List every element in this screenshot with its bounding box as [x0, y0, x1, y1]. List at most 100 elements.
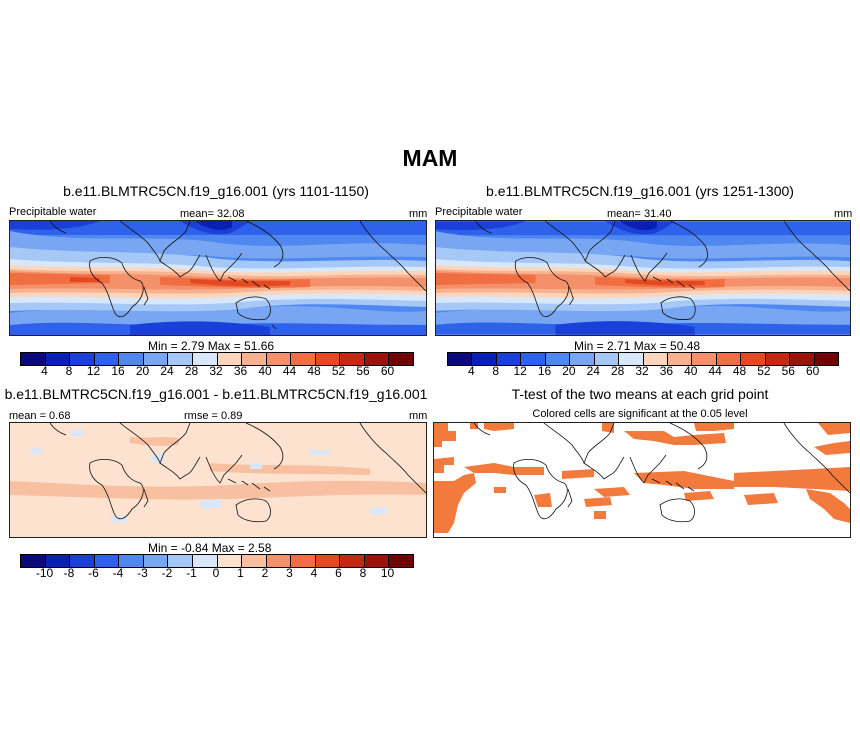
panel2-mean-label: mean= 31.40	[607, 208, 672, 220]
colorbar-swatch	[266, 555, 292, 567]
colorbar-swatch	[192, 555, 218, 567]
colorbar-tick-label: 1	[237, 566, 244, 580]
colorbar-swatch	[168, 353, 193, 365]
colorbar-tick-label: 60	[380, 364, 395, 378]
colorbar-swatch	[192, 353, 218, 365]
colorbar-swatch	[716, 353, 742, 365]
colorbar-tick-label: 3	[286, 566, 293, 580]
panel2-title: b.e11.BLMTRC5CN.f19_g16.001 (yrs 1251-13…	[486, 183, 794, 199]
coastlines	[475, 221, 850, 320]
colorbar-swatch	[119, 555, 144, 567]
colorbar-swatch	[217, 353, 243, 365]
colorbar-abs-top-left-ticks: 4 8 12 16 20 24 28 32 36 40 44 48 52 56 60	[20, 364, 412, 380]
colorbar-tick-label: 4	[310, 566, 318, 580]
colorbar-swatch	[570, 353, 595, 365]
coastlines	[49, 221, 426, 330]
panel2-map-svg	[436, 221, 850, 335]
colorbar-abs-top-right	[447, 352, 839, 366]
colorbar-tick-label: 48	[307, 364, 321, 378]
panel1-title: b.e11.BLMTRC5CN.f19_g16.001 (yrs 1101-11…	[63, 183, 369, 199]
precip-water-field	[436, 221, 850, 335]
colorbar-swatch	[70, 555, 95, 567]
colorbar-swatch	[217, 555, 243, 567]
colorbar-swatch	[741, 353, 766, 365]
panel3-units: mm	[409, 410, 428, 422]
colorbar-swatch	[315, 353, 341, 365]
colorbar-tick-label: 40	[258, 364, 272, 378]
colorbar-swatch	[692, 353, 717, 365]
colorbar-tick-label: -1	[186, 566, 197, 580]
colorbar-swatch	[242, 555, 267, 567]
colorbar-tick-label: 28	[184, 364, 199, 378]
colorbar-swatch	[389, 555, 413, 567]
colorbar-swatch	[594, 353, 620, 365]
colorbar-tick-label: 24	[160, 364, 174, 378]
colorbar-tick-label: 2	[261, 566, 269, 580]
colorbar-swatch	[472, 353, 497, 365]
colorbar-swatch	[119, 353, 144, 365]
colorbar-abs-top-right-ticks: 4 8 12 16 20 24 28 32 36 40 44 48 52 56 60	[447, 364, 837, 380]
colorbar-tick-label: -8	[63, 566, 75, 580]
colorbar-swatch	[94, 353, 120, 365]
colorbar-swatch	[340, 353, 365, 365]
difference-field	[10, 423, 426, 537]
colorbar-swatch	[21, 555, 46, 567]
colorbar-tick-label: 56	[356, 364, 370, 378]
colorbar-swatch	[315, 555, 341, 567]
colorbar-tick-label: 36	[659, 364, 674, 378]
colorbar-tick-label: 4	[41, 364, 48, 378]
colorbar-swatch	[143, 555, 169, 567]
colorbar-swatch	[448, 353, 473, 365]
colorbar-tick-label: 52	[331, 364, 346, 378]
panel1-map-svg	[10, 221, 426, 335]
panel2-units: mm	[834, 208, 853, 220]
colorbar-swatch	[291, 555, 316, 567]
colorbar-tick-label: -2	[161, 566, 173, 580]
panel4-map-svg	[434, 423, 850, 533]
colorbar-tick-label: 0	[212, 566, 220, 580]
panel3-mean-label: mean = 0.68	[9, 410, 71, 422]
colorbar-swatch	[143, 353, 169, 365]
colorbar-swatch	[389, 353, 413, 365]
colorbar-swatch	[266, 353, 292, 365]
colorbar-tick-label: 40	[684, 364, 698, 378]
colorbar-tick-label: 6	[335, 566, 342, 580]
panel1-mean-label: mean= 32.08	[180, 208, 245, 220]
colorbar-swatch	[45, 353, 71, 365]
panel3-map	[9, 422, 427, 538]
figure-title: MAM	[402, 145, 458, 171]
colorbar-tick-label: 8	[65, 364, 73, 378]
colorbar-swatch	[168, 555, 193, 567]
panel1-left-label: Precipitable water	[9, 206, 97, 218]
colorbar-swatch	[643, 353, 668, 365]
coastlines	[473, 423, 850, 523]
colorbar-swatch	[790, 353, 815, 365]
colorbar-tick-label: 28	[610, 364, 625, 378]
colorbar-tick-label: -10	[35, 566, 54, 580]
colorbar-tick-label: 10	[380, 566, 395, 580]
panel3-rmse-label: rmse = 0.89	[184, 410, 243, 422]
panel1-units: mm	[409, 208, 428, 220]
colorbar-tick-label: -3	[137, 566, 148, 580]
colorbar-tick-label: -4	[112, 566, 124, 580]
panel2-minmax: Min = 2.71 Max = 50.48	[574, 339, 701, 353]
colorbar-tick-label: -6	[88, 566, 99, 580]
colorbar-swatch	[814, 353, 838, 365]
significant-cells	[434, 423, 850, 533]
colorbar-tick-label: 32	[635, 364, 649, 378]
panel4-title: T-test of the two means at each grid poi…	[511, 386, 769, 402]
colorbar-tick-label: 20	[135, 364, 150, 378]
panel4-subtitle: Colored cells are significant at the 0.0…	[532, 408, 748, 420]
colorbar-diff	[20, 554, 414, 568]
colorbar-swatch	[291, 353, 316, 365]
colorbar-swatch	[765, 353, 791, 365]
colorbar-swatch	[364, 353, 390, 365]
panel4-map	[433, 422, 851, 538]
panel2-left-label: Precipitable water	[435, 206, 523, 218]
colorbar-swatch	[94, 555, 120, 567]
colorbar-tick-label: 32	[209, 364, 223, 378]
colorbar-tick-label: 12	[86, 364, 101, 378]
colorbar-tick-label: 52	[757, 364, 771, 378]
colorbar-abs-top-left	[20, 352, 414, 366]
colorbar-tick-label: 24	[586, 364, 600, 378]
